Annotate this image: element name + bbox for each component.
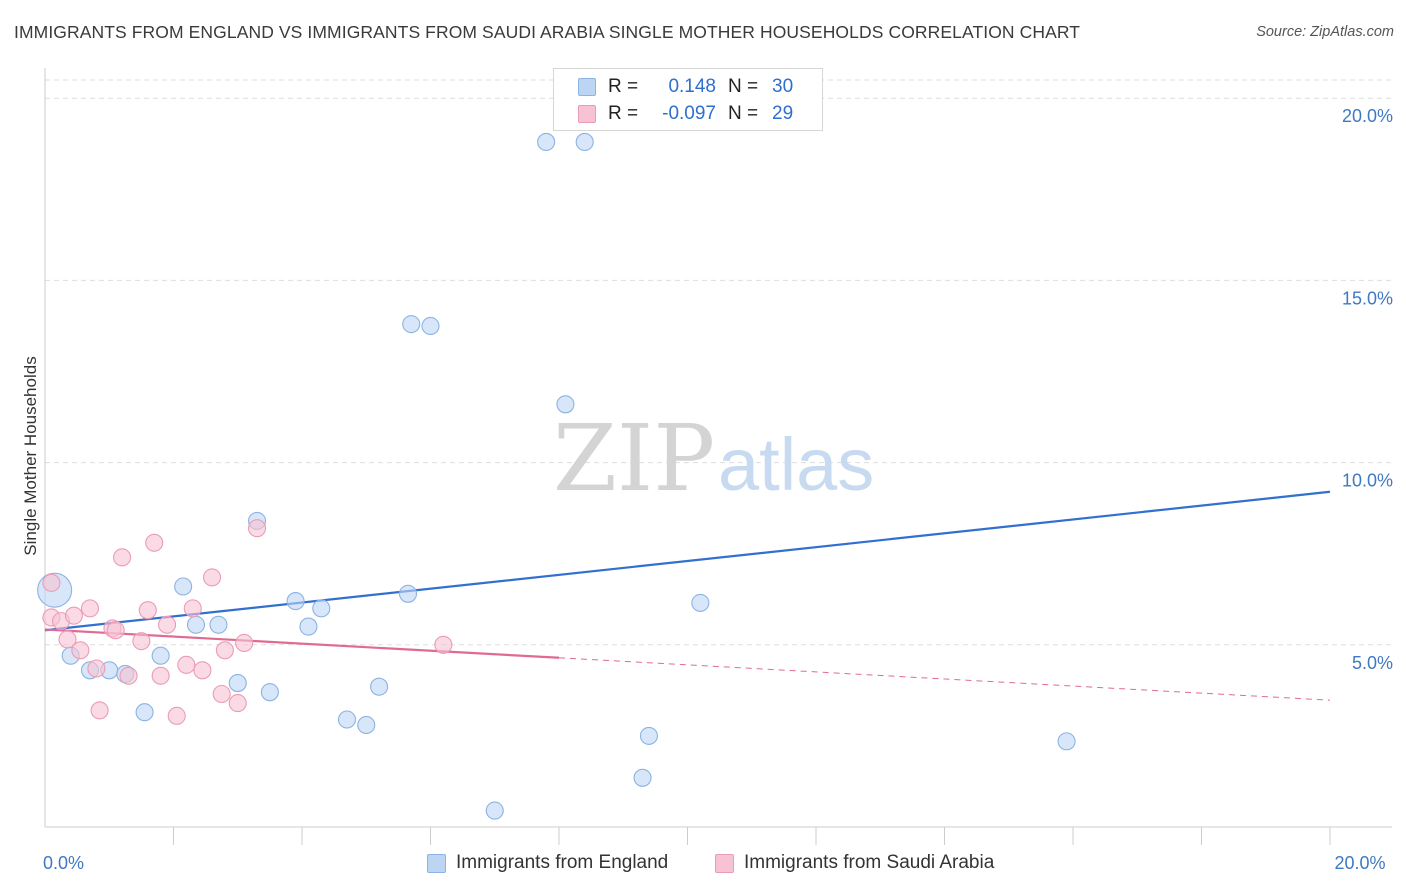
point-england-22 (260, 683, 279, 702)
watermark-zip: ZIP (553, 405, 715, 512)
point-saudi-14 (58, 630, 77, 649)
point-england-12 (186, 615, 206, 634)
chart-title: IMMIGRANTS FROM ENGLAND VS IMMIGRANTS FR… (14, 22, 1081, 42)
y-tick-label-0: 5.0% (1352, 653, 1393, 673)
series-label-saudi: Immigrants from Saudi Arabia (744, 852, 995, 873)
axes (44, 68, 1392, 845)
point-saudi-3 (113, 548, 132, 567)
legend-n-label: N = (728, 103, 759, 124)
legend-swatch-saudi (578, 105, 596, 123)
legend-row-england: R = 0.148 N = 30 (578, 74, 793, 100)
point-england-1 (537, 132, 556, 151)
point-saudi-25 (212, 684, 231, 704)
legend-r-label: R = (608, 103, 639, 124)
point-saudi-21 (193, 661, 212, 680)
point-england-11 (691, 593, 710, 612)
legend-r-label: R = (608, 76, 639, 97)
data-points (37, 132, 1076, 820)
point-england-14 (299, 617, 318, 636)
point-saudi-13 (158, 615, 177, 634)
point-england-10 (398, 584, 418, 603)
point-saudi-6 (138, 601, 157, 620)
point-england-4 (421, 316, 440, 336)
point-england-28 (633, 768, 652, 787)
point-saudi-17 (434, 635, 453, 654)
point-saudi-22 (87, 659, 106, 678)
point-saudi-18 (71, 641, 90, 660)
y-tick-label-1: 10.0% (1342, 471, 1393, 491)
point-saudi-23 (119, 666, 138, 685)
point-saudi-4 (203, 568, 222, 587)
point-england-20 (228, 674, 247, 693)
y-tick-label-2: 15.0% (1342, 288, 1393, 308)
point-saudi-7 (183, 599, 202, 618)
point-england-23 (135, 703, 154, 722)
series-legend-england[interactable]: Immigrants from England (427, 852, 668, 874)
x-tick-label-0: 0.0% (43, 853, 84, 873)
point-england-2 (575, 132, 594, 151)
series-label-england: Immigrants from England (456, 852, 669, 873)
point-saudi-5 (80, 599, 100, 618)
point-england-21 (370, 677, 389, 696)
point-england-27 (1057, 732, 1076, 751)
legend-n-value-england: 30 (772, 76, 794, 97)
source-label: Source: ZipAtlas.com (1256, 24, 1394, 40)
point-england-7 (174, 577, 193, 596)
correlation-legend: R = 0.148 N = 30 R = -0.097 N = 29 (553, 68, 823, 131)
point-saudi-0 (42, 573, 61, 592)
point-england-16 (151, 646, 170, 665)
x-tick-label-1: 20.0% (1334, 853, 1385, 873)
point-saudi-10 (64, 606, 83, 625)
series-swatch-saudi (715, 853, 734, 873)
series-legend-saudi[interactable]: Immigrants from Saudi Arabia (715, 852, 994, 874)
point-england-3 (402, 315, 421, 334)
point-saudi-24 (151, 666, 170, 685)
point-saudi-26 (228, 694, 247, 713)
point-england-25 (357, 715, 376, 735)
point-england-9 (312, 599, 331, 618)
point-england-29 (485, 801, 504, 820)
legend-row-saudi: R = -0.097 N = 29 (578, 101, 793, 127)
point-england-13 (209, 615, 228, 634)
series-legend: Immigrants from England Immigrants from … (0, 852, 1406, 878)
point-saudi-2 (145, 533, 164, 552)
point-saudi-19 (215, 641, 234, 660)
legend-swatch-england (578, 78, 596, 96)
legend-r-value-england: 0.148 (668, 76, 716, 97)
trend-line-saudi-projected (558, 657, 1331, 701)
trend-lines (44, 490, 1331, 701)
point-england-5 (556, 395, 575, 414)
legend-r-value-saudi: -0.097 (662, 103, 716, 124)
series-swatch-england (427, 853, 446, 873)
legend-n-label: N = (728, 76, 759, 97)
point-saudi-15 (132, 632, 151, 651)
point-saudi-1 (247, 519, 267, 538)
point-saudi-20 (177, 655, 196, 674)
point-england-24 (337, 710, 357, 729)
point-england-26 (639, 726, 659, 745)
tick-labels: 5.0% 10.0% 15.0% 20.0% 0.0% 20.0% (43, 106, 1393, 873)
point-saudi-28 (167, 706, 186, 725)
gridlines (45, 79, 1392, 646)
trend-line-england (44, 490, 1331, 632)
point-saudi-12 (106, 621, 125, 640)
y-axis-label: Single Mother Households (21, 356, 40, 555)
point-saudi-16 (235, 633, 254, 653)
trend-line-saudi (44, 628, 560, 659)
point-saudi-27 (90, 701, 109, 720)
y-tick-label-3: 20.0% (1342, 106, 1393, 126)
watermark: ZIP atlas (553, 405, 874, 512)
legend-n-value-saudi: 29 (772, 103, 794, 124)
point-england-8 (286, 592, 305, 611)
watermark-atlas: atlas (718, 423, 874, 506)
